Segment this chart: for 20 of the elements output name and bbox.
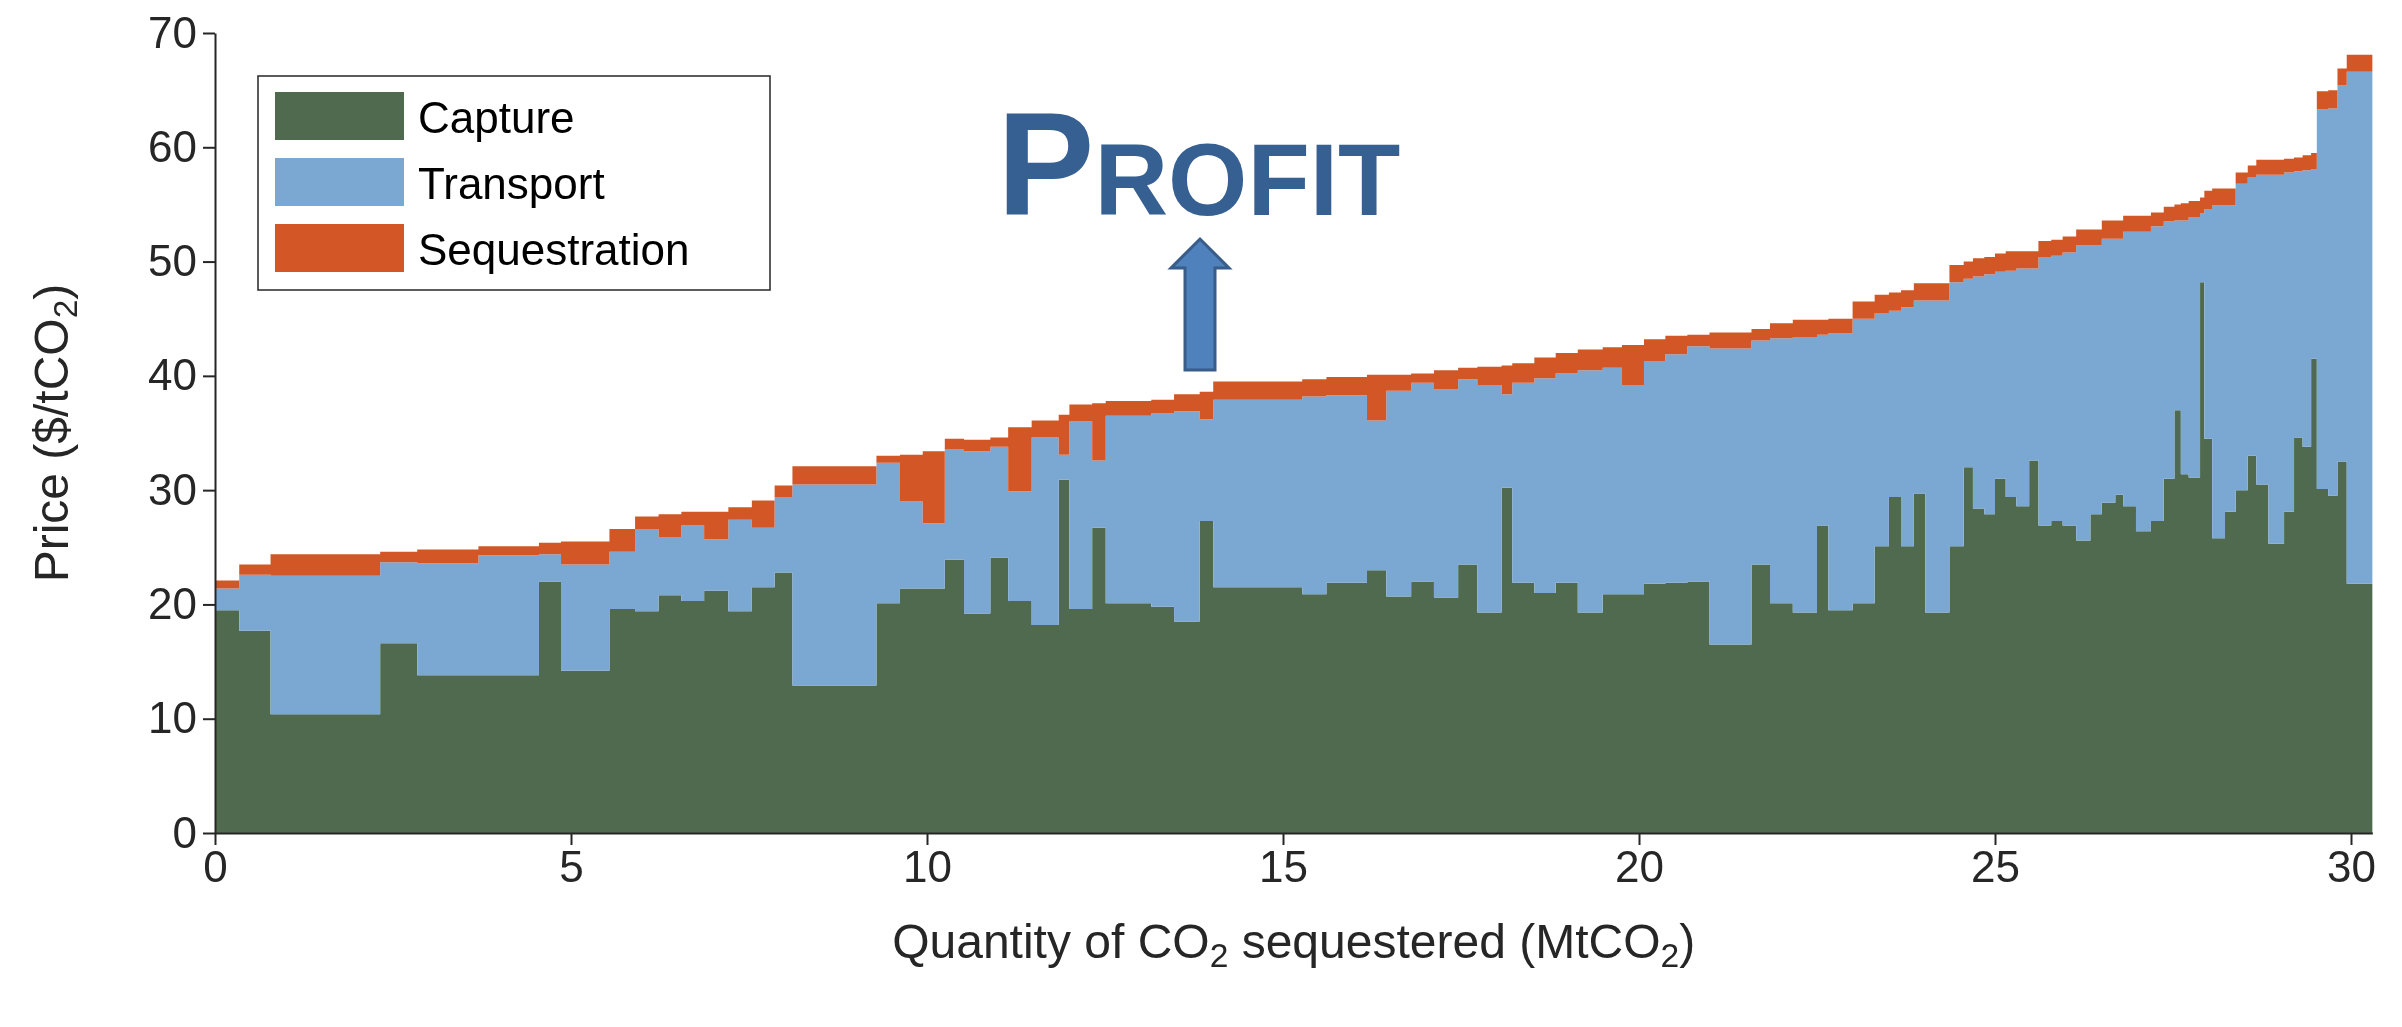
y-tick-label: 70 xyxy=(148,7,197,57)
x-tick-label: 20 xyxy=(1615,842,1664,892)
annotation: Profit xyxy=(997,83,1401,246)
x-tick-label: 15 xyxy=(1259,842,1308,892)
legend-label: Transport xyxy=(418,159,605,208)
y-tick-label: 40 xyxy=(148,350,197,400)
x-tick-label: 0 xyxy=(203,842,228,892)
y-tick-label: 30 xyxy=(148,464,197,514)
y-tick-label: 60 xyxy=(148,121,197,171)
x-tick-label: 5 xyxy=(559,842,584,892)
x-tick-label: 25 xyxy=(1971,842,2020,892)
y-tick-label: 50 xyxy=(148,236,197,286)
y-tick-label: 20 xyxy=(148,579,197,629)
y-tick-label: 10 xyxy=(148,693,197,743)
x-axis-title: Quantity of CO$_{2}$ sequestered (MtCO$_{2}$) xyxy=(892,915,1696,974)
x-tick-label: 30 xyxy=(2327,842,2376,892)
legend-label: Capture xyxy=(418,93,575,142)
y-tick-label: 0 xyxy=(172,807,197,857)
legend-label: Sequestration xyxy=(418,225,690,274)
x-tick-label: 10 xyxy=(903,842,952,892)
